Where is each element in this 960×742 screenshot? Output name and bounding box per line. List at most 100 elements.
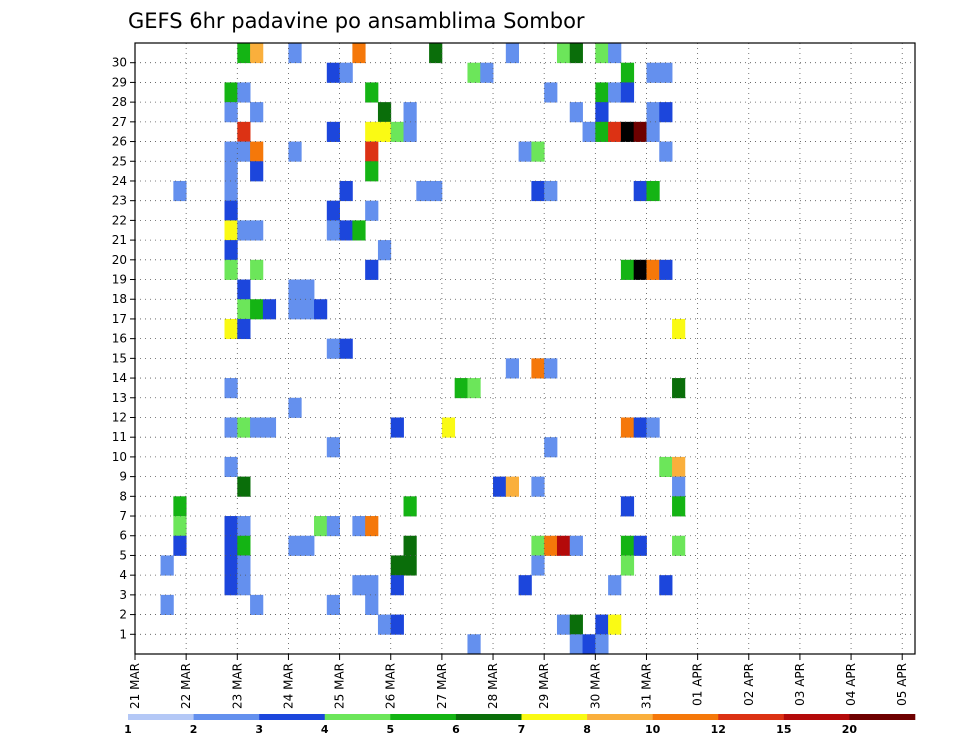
heatmap-cell xyxy=(224,200,238,221)
heatmap-cell xyxy=(250,417,264,438)
colorbar-segment xyxy=(390,714,457,720)
heatmap-cell xyxy=(262,417,277,438)
heatmap-cell xyxy=(633,417,647,438)
grid-lines xyxy=(135,43,915,654)
heatmap-cell xyxy=(262,299,277,320)
heatmap-cell xyxy=(352,575,366,596)
heatmap-cell xyxy=(250,161,264,182)
y-tick-label: 16 xyxy=(112,332,127,346)
y-tick-label: 13 xyxy=(112,391,127,405)
x-tick-label: 01 APR xyxy=(691,663,705,706)
y-tick-label: 14 xyxy=(112,371,127,385)
heatmap-cell xyxy=(672,535,686,556)
heatmap-cell xyxy=(595,634,609,655)
heatmap-cell xyxy=(608,82,622,103)
heatmap-cell xyxy=(250,259,264,280)
heatmap-cell xyxy=(518,141,532,162)
heatmap-cell xyxy=(608,614,622,635)
heatmap-cell xyxy=(595,82,609,103)
heatmap-cell xyxy=(301,535,315,556)
heatmap-cell xyxy=(237,535,251,556)
heatmap-cell xyxy=(569,535,583,556)
heatmap-cell xyxy=(531,535,545,556)
heatmap-cell xyxy=(403,121,417,142)
colorbar-segment xyxy=(587,714,653,720)
heatmap-cell xyxy=(595,614,609,635)
heatmap-cell xyxy=(505,43,520,64)
x-tick-label: 04 APR xyxy=(844,663,858,706)
colorbar-segment xyxy=(849,714,916,720)
heatmap-cell xyxy=(659,575,673,596)
heatmap-cell xyxy=(352,43,366,64)
x-tick-label: 27 MAR xyxy=(435,663,449,709)
heatmap-cell xyxy=(250,141,264,162)
heatmap-cell xyxy=(339,180,353,202)
heatmap-cell xyxy=(224,82,238,103)
y-tick-label: 24 xyxy=(112,174,127,188)
heatmap-cell xyxy=(224,102,238,123)
heatmap-cell xyxy=(531,476,545,497)
heatmap-cell xyxy=(365,161,379,182)
heatmap-cell xyxy=(505,476,520,497)
x-tick-label: 02 APR xyxy=(742,663,756,706)
colorbar-segment xyxy=(783,714,850,720)
y-tick-label: 3 xyxy=(119,588,127,602)
heatmap-cell xyxy=(659,141,673,162)
y-tick-label: 30 xyxy=(112,56,127,70)
heatmap-cell xyxy=(314,299,328,320)
x-tick-label: 30 MAR xyxy=(588,663,602,709)
heatmap-cell xyxy=(160,555,174,576)
heatmap-cell xyxy=(531,180,545,202)
heatmap-cell xyxy=(224,141,238,162)
heatmap-cell xyxy=(544,437,558,458)
heatmap-cell xyxy=(493,476,507,497)
heatmap-cell xyxy=(301,279,315,300)
heatmap-cell xyxy=(569,614,583,635)
heatmap-cell xyxy=(237,555,251,576)
x-tick-label: 22 MAR xyxy=(179,663,193,709)
heatmap-cell xyxy=(659,456,673,478)
heatmap-cell xyxy=(377,240,392,261)
heatmap-cell xyxy=(326,220,340,241)
colorbar-tick-label: 8 xyxy=(583,723,591,736)
colorbar-tick-label: 3 xyxy=(255,723,263,736)
heatmap-cell xyxy=(352,220,366,241)
x-tick-label: 26 MAR xyxy=(384,663,398,709)
heatmap-cell xyxy=(620,82,635,103)
colorbar-tick-label: 20 xyxy=(842,723,858,736)
colorbar-segment xyxy=(718,714,785,720)
colorbar-tick-label: 10 xyxy=(645,723,661,736)
heatmap-cell xyxy=(224,378,238,399)
heatmap-cell xyxy=(582,121,596,142)
heatmap-cell xyxy=(646,259,660,280)
colorbar-segment xyxy=(324,714,391,720)
y-tick-label: 29 xyxy=(112,75,127,89)
heatmap-cell xyxy=(224,417,238,438)
heatmap-cell xyxy=(224,456,238,478)
y-tick-label: 9 xyxy=(119,470,127,484)
colorbar-segment xyxy=(455,714,522,720)
heatmap-cell xyxy=(288,299,302,320)
heatmap-cell xyxy=(672,378,686,399)
heatmap-cell xyxy=(339,220,353,241)
y-tick-label: 1 xyxy=(119,627,127,641)
heatmap-cell xyxy=(237,220,251,241)
heatmap-cell xyxy=(250,594,264,615)
heatmap-cell xyxy=(595,43,609,64)
heatmap-cell xyxy=(365,121,379,142)
heatmap-cell xyxy=(518,575,532,596)
colorbar-tick-label: 6 xyxy=(452,723,460,736)
colorbar-tick-label: 15 xyxy=(776,723,791,736)
y-tick-label: 8 xyxy=(119,489,127,503)
heatmap-cell xyxy=(659,62,673,83)
heatmap-cell xyxy=(237,318,251,340)
colorbar-segment xyxy=(652,714,719,720)
heatmap-cell xyxy=(326,338,340,359)
heatmap-cell xyxy=(224,161,238,182)
heatmap-cell xyxy=(377,614,392,635)
heatmap-cell xyxy=(365,200,379,221)
y-tick-label: 4 xyxy=(119,568,127,582)
y-tick-label: 6 xyxy=(119,529,127,543)
heatmap-cell xyxy=(646,62,660,83)
